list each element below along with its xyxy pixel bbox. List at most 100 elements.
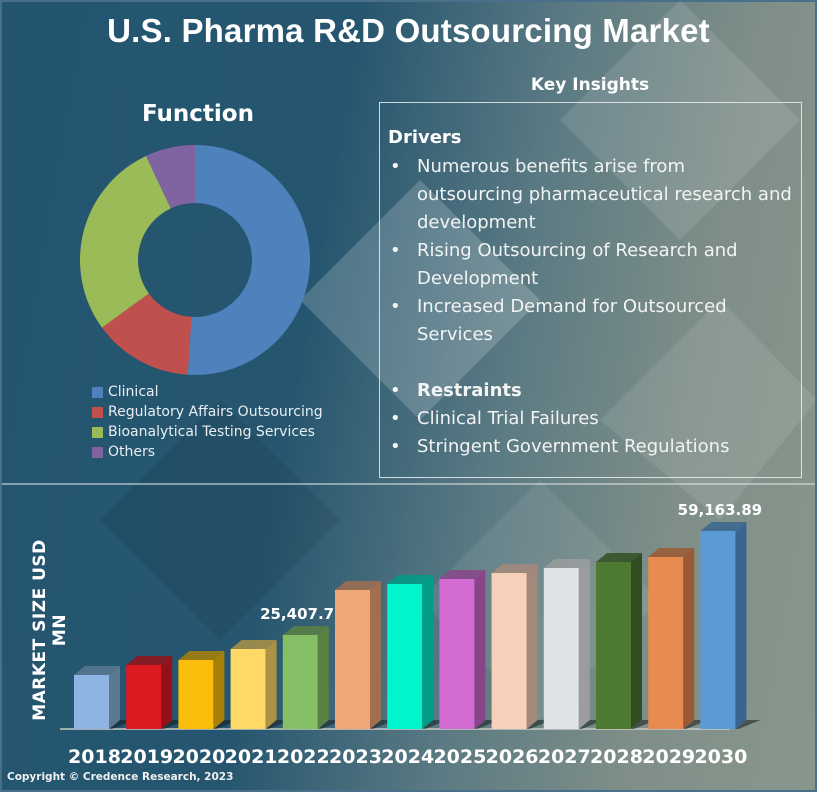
key-insights-title: Key Insights xyxy=(530,75,650,95)
bar-side xyxy=(265,639,277,729)
bar-2025 xyxy=(439,569,500,729)
bar-2028 xyxy=(596,552,656,729)
bar-front xyxy=(230,648,266,729)
bar-front xyxy=(648,556,684,729)
bar-top xyxy=(178,650,225,660)
legend-label: Bioanalytical Testing Services xyxy=(108,424,315,440)
bar-side xyxy=(631,552,642,729)
bar-2027 xyxy=(543,558,604,729)
function-chart-title: Function xyxy=(141,101,254,127)
bar-front xyxy=(335,589,370,729)
bar-side xyxy=(683,547,695,729)
bar-shadow xyxy=(735,720,761,729)
bar-top xyxy=(700,522,747,531)
donut-slice-bioanalytical-testing-services xyxy=(79,155,171,328)
driver-item: • Numerous benefits arise from outsourcin… xyxy=(386,153,796,237)
legend-swatch xyxy=(92,446,103,458)
legend-item-clinical: Clinical xyxy=(92,382,323,402)
bar-2022 xyxy=(282,626,343,729)
bar-front xyxy=(387,583,423,729)
bar-side xyxy=(474,569,486,729)
x-tick-label: 2021 xyxy=(225,746,278,768)
bar-top xyxy=(230,639,277,649)
x-tick-label: 2025 xyxy=(433,746,486,768)
bar-top xyxy=(491,563,538,573)
bullet-icon: • xyxy=(390,156,401,177)
function-legend: Clinical Regulatory Affairs Outsourcing … xyxy=(92,382,323,462)
insights-list: • Numerous benefits arise from outsourcin… xyxy=(386,153,796,461)
donut-slice-regulatory-affairs-outsourcing xyxy=(101,293,192,375)
x-tick-label: 2029 xyxy=(642,746,695,768)
legend-swatch xyxy=(92,406,103,418)
bar-front xyxy=(178,659,214,729)
bar-2018 xyxy=(74,665,134,729)
bar-front xyxy=(439,578,475,729)
bullet-icon: • xyxy=(390,408,401,429)
bar-side xyxy=(213,650,225,729)
bar-top xyxy=(126,656,173,666)
legend-label: Clinical xyxy=(108,384,159,400)
page-title: U.S. Pharma R&D Outsourcing Market xyxy=(107,12,710,49)
legend-item-bioanalytical: Bioanalytical Testing Services xyxy=(92,422,323,442)
bullet-icon: • xyxy=(390,380,401,401)
x-tick-label: 2020 xyxy=(172,746,225,768)
restraints-heading: • Restraints xyxy=(386,377,796,405)
legend-label: Others xyxy=(108,444,156,460)
drivers-heading: Drivers xyxy=(388,127,462,148)
bar-front xyxy=(126,665,162,729)
x-tick-label: 2024 xyxy=(381,746,434,768)
bar-front xyxy=(282,635,318,729)
bullet-icon: • xyxy=(390,240,401,261)
x-tick-label: 2019 xyxy=(120,746,173,768)
bar-side xyxy=(422,574,434,729)
legend-label: Regulatory Affairs Outsourcing xyxy=(108,404,323,420)
bar-2029 xyxy=(648,547,709,729)
copyright-text: Copyright © Credence Research, 2023 xyxy=(7,771,234,783)
bullet-icon: • xyxy=(390,296,401,317)
bar-2021 xyxy=(230,639,291,729)
bar-top xyxy=(543,558,590,568)
function-donut-chart xyxy=(79,145,311,375)
bar-front xyxy=(74,674,109,729)
bar-top xyxy=(335,580,381,590)
legend-item-others: Others xyxy=(92,442,323,462)
x-tick-label: 2022 xyxy=(277,746,330,768)
bar-side xyxy=(735,522,747,729)
x-tick-label: 2030 xyxy=(694,746,747,768)
bar-side xyxy=(161,656,173,729)
key-insights-box: Drivers • Numerous benefits arise from ou… xyxy=(379,102,802,478)
bar-side xyxy=(370,580,381,729)
bar-2030 xyxy=(700,522,761,729)
donut-slice-others xyxy=(146,145,195,209)
bar-side xyxy=(317,626,329,729)
bar-top xyxy=(282,626,329,635)
bar-front xyxy=(491,572,527,729)
bar-2020 xyxy=(178,650,239,729)
donut-slice-clinical xyxy=(187,145,311,375)
restraint-item: • Clinical Trial Failures xyxy=(386,405,796,433)
bar-top xyxy=(387,574,434,584)
bar-front xyxy=(543,567,579,729)
driver-item: • Increased Demand for Outsourced Service… xyxy=(386,293,796,349)
bar-top xyxy=(439,569,486,579)
legend-swatch xyxy=(92,386,103,398)
x-tick-label: 2023 xyxy=(329,746,382,768)
bar-side xyxy=(526,563,538,729)
x-tick-label: 2026 xyxy=(486,746,539,768)
legend-swatch xyxy=(92,426,103,438)
bar-top xyxy=(74,665,120,675)
bar-2019 xyxy=(126,656,187,729)
bar-2026 xyxy=(491,563,552,729)
bar-2024 xyxy=(387,574,448,729)
driver-item: • Rising Outsourcing of Research and Deve… xyxy=(386,237,796,293)
bar-side xyxy=(109,665,120,729)
x-tick-label: 2027 xyxy=(538,746,591,768)
bar-side xyxy=(578,558,590,729)
data-label-2022: 25,407.75 xyxy=(260,605,344,623)
section-divider xyxy=(0,483,817,485)
bar-2023 xyxy=(335,580,395,729)
bar-top xyxy=(596,552,642,562)
bar-front xyxy=(700,531,736,729)
restraint-item: • Stringent Government Regulations xyxy=(386,433,796,461)
